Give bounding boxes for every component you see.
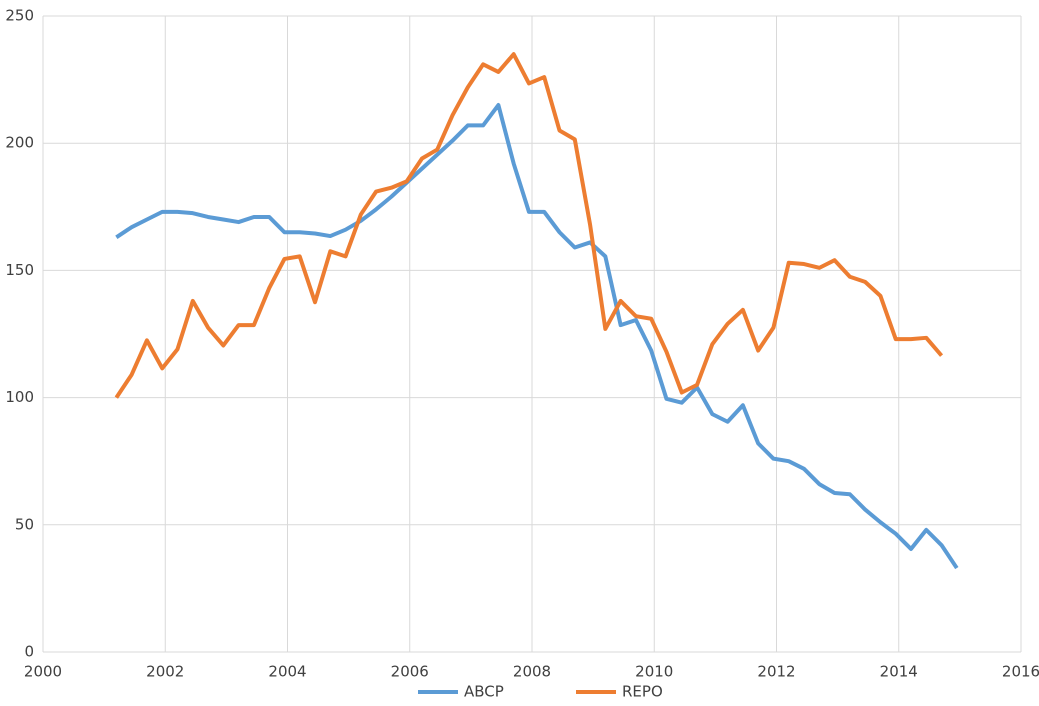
x-tick-label: 2014 (880, 663, 918, 681)
x-tick-label: 2010 (635, 663, 673, 681)
x-tick-label: 2002 (146, 663, 184, 681)
y-tick-label: 200 (5, 134, 34, 152)
y-tick-label: 150 (5, 261, 34, 279)
y-tick-label: 50 (15, 515, 34, 533)
x-tick-label: 2004 (268, 663, 306, 681)
x-tick-label: 2000 (24, 663, 62, 681)
x-tick-label: 2016 (1002, 663, 1039, 681)
legend-label: REPO (622, 683, 663, 701)
y-tick-label: 250 (5, 7, 34, 25)
x-tick-label: 2012 (757, 663, 795, 681)
data-line (114, 52, 944, 399)
y-tick-label: 100 (5, 388, 34, 406)
data-line (115, 103, 959, 570)
x-tick-label: 2008 (513, 663, 551, 681)
legend-label: ABCP (464, 683, 504, 701)
x-tick-label: 2006 (391, 663, 429, 681)
y-tick-label: 0 (24, 643, 34, 661)
